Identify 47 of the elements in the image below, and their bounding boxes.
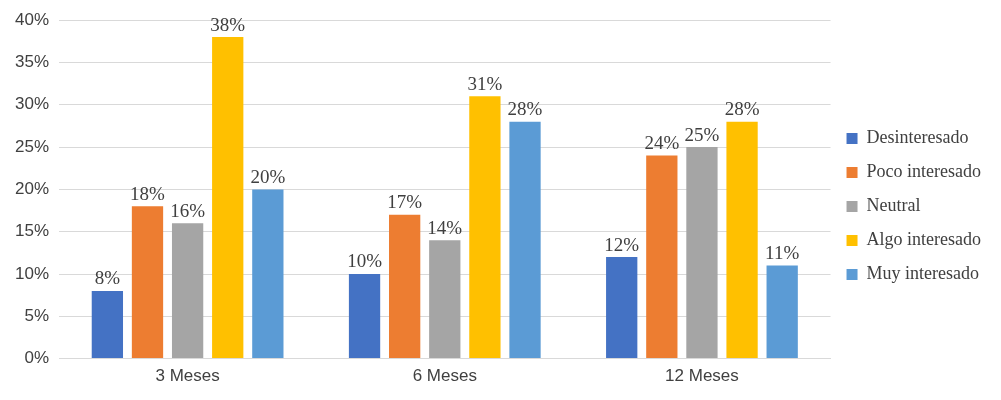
y-tick-label: 10% — [14, 263, 50, 283]
bar — [686, 147, 718, 359]
y-tick-label: 40% — [14, 9, 50, 29]
y-tick-label: 35% — [14, 52, 50, 72]
legend-label: Poco interesado — [866, 161, 981, 182]
legend-label: Algo interesado — [866, 229, 981, 250]
data-label: 31% — [467, 72, 503, 94]
data-label: 14% — [427, 216, 463, 238]
legend-label: Desinteresado — [866, 127, 969, 148]
bar — [766, 265, 798, 359]
bar — [91, 290, 124, 359]
bar — [389, 214, 421, 359]
bar — [509, 121, 541, 359]
data-label: 10% — [347, 250, 383, 272]
bar — [348, 274, 381, 359]
y-tick-label: 5% — [24, 305, 50, 325]
data-label: 11% — [765, 242, 800, 264]
y-tick-label: 0% — [24, 348, 50, 368]
legend-label: Neutral — [866, 195, 921, 216]
bar — [606, 257, 638, 359]
data-label: 25% — [684, 123, 720, 145]
data-label: 24% — [644, 132, 680, 154]
data-label: 12% — [604, 233, 640, 255]
bar — [252, 189, 284, 359]
data-label: 38% — [210, 13, 246, 35]
y-tick-label: 15% — [14, 221, 50, 241]
data-label: 18% — [130, 182, 166, 204]
bar — [131, 206, 164, 359]
bar — [726, 121, 758, 359]
data-label: 20% — [250, 165, 286, 187]
bar — [469, 96, 501, 359]
y-tick-label: 20% — [14, 179, 50, 199]
y-tick-label: 25% — [14, 136, 50, 156]
x-tick-label: 6 Meses — [412, 366, 477, 386]
bar — [212, 37, 244, 359]
data-label: 17% — [387, 191, 423, 213]
data-label: 8% — [94, 267, 121, 289]
bar — [429, 240, 461, 359]
bar — [646, 155, 678, 359]
x-tick-label: 3 Meses — [155, 366, 220, 386]
data-label: 28% — [507, 98, 543, 120]
x-tick-label: 12 Meses — [665, 366, 739, 386]
bar — [171, 223, 204, 359]
y-tick-label: 30% — [14, 94, 50, 114]
data-label: 16% — [170, 199, 206, 221]
legend-label: Muy interesado — [866, 263, 980, 284]
data-label: 28% — [724, 98, 760, 120]
